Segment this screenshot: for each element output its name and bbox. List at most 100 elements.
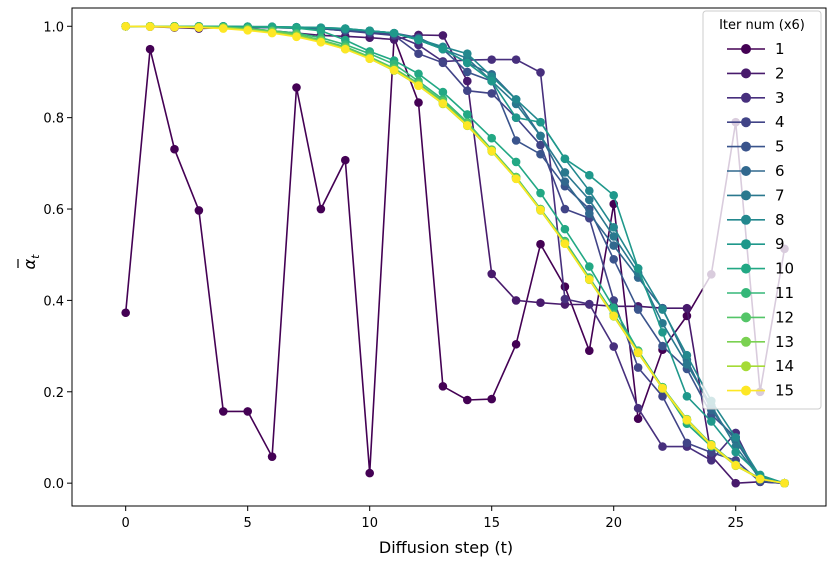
- data-point: [536, 117, 545, 127]
- data-point: [145, 44, 155, 54]
- legend-item: 13: [727, 333, 794, 351]
- legend-marker: [741, 117, 751, 128]
- data-point: [511, 174, 521, 184]
- legend-item: 11: [727, 284, 794, 302]
- data-point: [438, 381, 448, 391]
- data-point: [365, 468, 374, 478]
- data-point: [658, 392, 667, 401]
- data-point: [707, 440, 716, 450]
- legend-title: Iter num (x6): [719, 18, 805, 33]
- y-tick-label: 1.0: [43, 20, 64, 35]
- legend-item: 10: [727, 260, 794, 278]
- data-point: [585, 209, 594, 218]
- legend-item: 8: [727, 211, 785, 229]
- data-point: [414, 98, 423, 107]
- legend-item: 2: [727, 64, 785, 82]
- data-point: [438, 31, 448, 40]
- data-point: [633, 348, 643, 357]
- plot-lines: [121, 21, 789, 488]
- legend-marker: [741, 68, 751, 79]
- data-point: [682, 360, 692, 369]
- data-point: [585, 186, 594, 196]
- legend-marker: [741, 336, 751, 347]
- data-point: [755, 474, 765, 484]
- y-tick-label: 0.6: [43, 203, 64, 218]
- legend-marker: [741, 239, 751, 250]
- data-point: [389, 65, 399, 75]
- data-point: [487, 146, 497, 156]
- data-point: [682, 350, 692, 360]
- data-point: [609, 232, 619, 241]
- data-point: [414, 81, 423, 90]
- legend-marker: [741, 214, 751, 225]
- x-tick-label: 0: [122, 516, 130, 531]
- legend-label: 5: [775, 138, 785, 156]
- data-point: [511, 296, 521, 305]
- data-point: [560, 282, 570, 291]
- data-point: [609, 191, 619, 200]
- data-point: [511, 339, 521, 349]
- data-point: [487, 394, 497, 404]
- plot-frame: [71, 7, 827, 507]
- data-point: [707, 417, 716, 426]
- legend-marker: [741, 385, 751, 396]
- data-point: [609, 311, 619, 321]
- legend-marker: [741, 288, 751, 298]
- data-point: [463, 395, 472, 405]
- data-point: [682, 303, 692, 313]
- data-point: [658, 341, 667, 351]
- data-point: [194, 23, 204, 32]
- legend-item: 5: [727, 138, 785, 156]
- data-point: [218, 24, 228, 33]
- data-point: [585, 346, 594, 355]
- data-point: [633, 414, 643, 424]
- data-point: [121, 21, 130, 31]
- data-point: [609, 342, 619, 351]
- data-point: [316, 37, 326, 47]
- data-point: [218, 407, 228, 416]
- x-ticks: 0 5 10 15 20 25: [122, 506, 744, 531]
- data-point: [194, 206, 204, 215]
- legend-marker: [741, 166, 751, 176]
- data-point: [560, 239, 570, 249]
- data-point: [585, 170, 594, 180]
- y-tick-label: 0.0: [43, 477, 64, 492]
- y-tick-label: 0.2: [43, 386, 64, 401]
- y-tick-label: 0.8: [43, 112, 64, 127]
- legend-marker: [741, 141, 751, 152]
- legend-label: 14: [775, 357, 794, 375]
- data-point: [658, 442, 667, 451]
- legend-item: 6: [727, 162, 785, 180]
- data-point: [243, 407, 252, 416]
- data-point: [463, 110, 472, 119]
- data-point: [438, 87, 448, 97]
- data-point: [511, 136, 521, 145]
- data-point: [633, 403, 643, 413]
- data-point: [536, 239, 545, 249]
- data-point: [780, 478, 789, 488]
- data-point: [707, 448, 716, 457]
- data-point: [414, 35, 423, 45]
- data-point: [463, 58, 472, 68]
- y-ticks: 0.0 0.2 0.4 0.6 0.8 1.0: [43, 20, 72, 492]
- data-point: [487, 55, 497, 64]
- legend-item: 12: [727, 308, 794, 326]
- series-line: [125, 25, 785, 484]
- legend-label: 2: [775, 64, 785, 82]
- data-point: [267, 28, 277, 38]
- data-point: [560, 204, 570, 214]
- y-axis-label-base: α: [20, 258, 39, 269]
- legend-label: 6: [775, 162, 785, 180]
- data-point: [536, 149, 545, 159]
- data-point: [560, 168, 570, 177]
- legend-label: 11: [775, 284, 794, 302]
- legend-marker: [741, 44, 751, 54]
- data-point: [145, 22, 155, 32]
- data-point: [170, 22, 179, 32]
- data-point: [560, 224, 570, 234]
- data-point: [682, 438, 692, 448]
- data-point: [536, 68, 545, 77]
- data-point: [243, 26, 252, 35]
